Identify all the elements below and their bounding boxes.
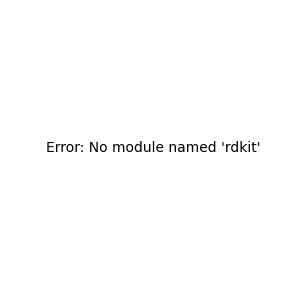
Text: Error: No module named 'rdkit': Error: No module named 'rdkit'	[46, 140, 261, 154]
